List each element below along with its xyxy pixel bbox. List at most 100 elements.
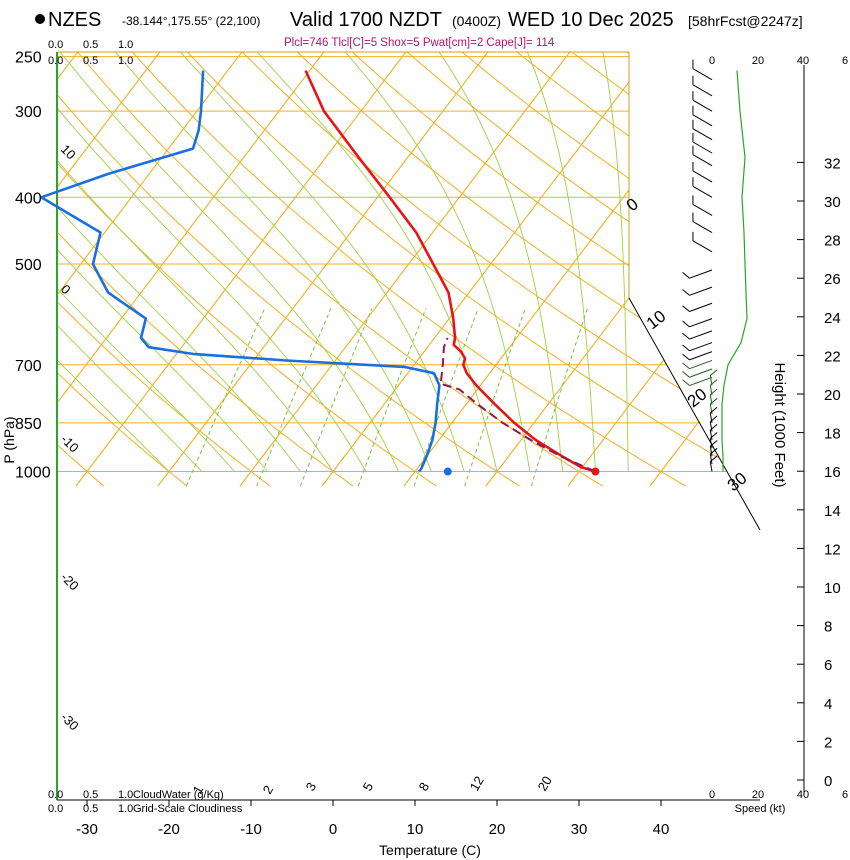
bottom-cloudiness-tick: 0.5 [83,803,98,815]
dry-adiabat-line [57,52,271,487]
height-tick-label: 28 [824,233,841,250]
wind-barb [709,421,713,432]
y-axis-label: P (hPa) [1,416,17,463]
wind-barb [689,318,713,328]
wind-barb [692,240,713,253]
moist-adiabat-line [523,52,596,472]
height-tick-label: 24 [824,310,841,327]
dry-adiabat-line [289,52,760,487]
speed-label: Speed (kt) [735,803,786,815]
height-tick-label: 8 [824,619,832,636]
isotherm-label: 0 [58,282,74,298]
moist-adiabat-line [173,52,465,472]
wind-barb [709,461,713,472]
dry-adiabat-line [561,52,760,487]
wind-barb-flag [682,289,690,296]
top-cloudwater-tick: 0.5 [83,39,98,51]
dry-adiabat-line [234,52,760,487]
dry-adiabat-line [125,52,687,487]
isotherm-line [649,52,760,487]
moist-adiabat-line [433,52,564,472]
x-tick-label: 20 [489,821,506,838]
pressure-tick-label: 1000 [15,465,51,482]
wind-barb-flag [682,379,690,386]
isotherm-line [485,52,760,487]
parcel-line [439,337,596,473]
moist-adiabat-line [57,52,235,472]
wind-barb-flag [709,379,718,386]
dry-adiabat-line [616,52,760,487]
moist-adiabat-line [57,52,367,472]
wind-barb-flag [709,440,718,447]
cloudiness-label: Grid-Scale Cloudiness [133,803,243,815]
isotherm-line [0,0,43,486]
station-name: NZES [48,9,102,31]
wind-barb [709,430,713,441]
wind-barb-flag [709,388,718,396]
mixing-ratio-line [299,308,373,487]
wind-barb [689,302,713,312]
bottom-cloudiness-tick: 1.0 [118,803,133,815]
moist-adiabat-line [108,52,432,472]
bottom-cloudwater-tick: 0.5 [83,789,98,801]
x-tick-label: -10 [240,821,262,838]
dry-adiabat-line [57,52,437,487]
wind-barb-flag [682,272,690,279]
wind-barb-flag [682,332,690,340]
wind-barb [689,330,713,340]
dry-adiabat-line [57,52,354,487]
wind-barb-flag [682,362,690,370]
wind-barb [689,359,713,370]
wind-panel-edge [628,297,761,531]
mixing-ratio-label: 8 [416,780,433,794]
isotherm-line [403,52,760,487]
dry-adiabat-line [180,52,760,487]
height-tick-label: 6 [824,657,832,674]
wind-barb-flag [709,432,718,439]
mixing-ratio-line [464,308,526,487]
isotherm-label: -30 [58,710,82,734]
mixing-ratio-label: 20 [535,773,555,793]
speed-tick-top: 40 [797,55,809,67]
wind-barb-flag [682,344,690,352]
isotherm-label: 20 [684,385,711,412]
wind-barb [692,203,713,216]
speed-tick-bottom: 40 [797,789,809,801]
x-tick-label: 10 [407,821,424,838]
x-tick-label: 40 [653,821,670,838]
wind-barb [692,154,713,167]
wind-barb-flag [709,406,718,414]
mixing-ratio-line [256,308,332,487]
isotherm-label: -20 [58,570,82,594]
wind-barb [689,351,713,361]
speed-tick-top: 6 [842,55,848,67]
height-tick-label: 4 [824,696,832,713]
wind-barb [692,99,713,112]
wind-barb [692,68,713,81]
wind-barb [689,269,713,279]
isotherm-label: -10 [58,432,82,456]
wind-barb [692,114,713,127]
isotherm-line [57,52,126,487]
speed-tick-bottom: 0 [709,789,715,801]
moist-adiabat-line [601,52,629,472]
surface-dewpoint-point [443,467,452,476]
sounding-params: Plcl=746 Tlcl[C]=5 Shox=5 Pwat[cm]=2 Cap… [284,37,555,49]
pressure-tick-label: 250 [15,50,42,67]
speed-tick-bottom: 20 [752,789,764,801]
wind-barb-flag [709,369,718,376]
isotherm-label: 10 [58,142,79,163]
dry-adiabat-line [452,52,760,487]
height-tick-label: 12 [824,541,841,558]
cloudwater-label: CloudWater (g/Kg) [133,789,224,801]
pressure-tick-label: 700 [15,358,42,375]
wind-barb-flag [709,397,718,405]
moist-adiabat-line [57,52,400,472]
height-tick-label: 14 [824,503,841,520]
bottom-cloudiness-tick: 0.0 [48,803,63,815]
height-tick-label: 18 [824,426,841,443]
forecast-run: [58hrFcst@2247z] [688,13,803,29]
wind-barb-flag [709,455,718,463]
wind-barb [709,446,713,457]
